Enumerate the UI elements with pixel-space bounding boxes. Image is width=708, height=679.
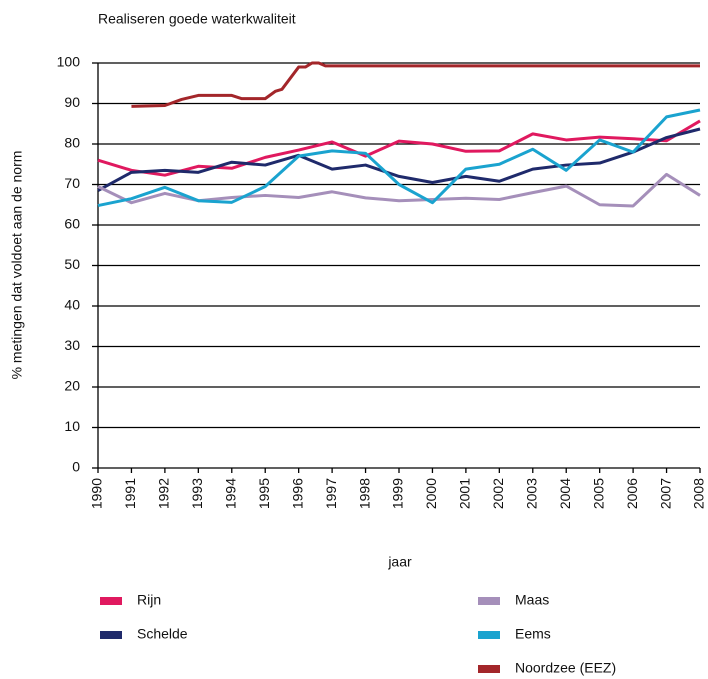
y-tick-label: 40 <box>64 297 80 313</box>
legend-label: Maas <box>515 592 549 608</box>
chart-title: Realiseren goede waterkwaliteit <box>98 11 296 27</box>
y-tick-label: 20 <box>64 378 80 394</box>
y-axis-label: % metingen dat voldoet aan de norm <box>9 151 25 380</box>
legend-swatch <box>100 597 122 605</box>
y-tick-label: 100 <box>57 54 81 70</box>
x-tick-label: 2008 <box>691 478 707 509</box>
series-line <box>97 172 701 208</box>
series-line <box>97 108 701 208</box>
series-line <box>97 119 701 177</box>
x-tick-label: 1996 <box>289 478 305 509</box>
x-tick-label: 1997 <box>323 478 339 509</box>
x-tick-label: 2001 <box>457 478 473 509</box>
legend-swatch <box>478 597 500 605</box>
x-tick-label: 2002 <box>490 478 506 509</box>
x-tick-label: 1992 <box>156 478 172 509</box>
x-tick-label: 1991 <box>122 478 138 509</box>
x-tick-label: 2005 <box>590 478 606 509</box>
y-tick-label: 70 <box>64 175 80 191</box>
series-line <box>97 127 701 192</box>
x-axis-label: jaar <box>387 554 412 570</box>
x-tick-label: 2003 <box>523 478 539 509</box>
legend-swatch <box>478 631 500 639</box>
y-tick-label: 60 <box>64 216 80 232</box>
x-tick-label: 1993 <box>189 478 205 509</box>
legend-label: Noordzee (EEZ) <box>515 660 616 676</box>
series-line <box>131 61 700 108</box>
x-tick-label: 2004 <box>557 478 573 509</box>
x-tick-label: 1995 <box>256 478 272 509</box>
y-tick-label: 10 <box>64 418 80 434</box>
y-tick-label: 0 <box>72 459 80 475</box>
y-tick-label: 50 <box>64 256 80 272</box>
x-tick-label: 2007 <box>657 478 673 509</box>
x-tick-label: 2006 <box>624 478 640 509</box>
x-tick-label: 1998 <box>356 478 372 509</box>
x-tick-label: 2000 <box>423 478 439 509</box>
y-tick-label: 30 <box>64 337 80 353</box>
legend-swatch <box>478 665 500 673</box>
y-tick-label: 90 <box>64 94 80 110</box>
x-tick-label: 1999 <box>390 478 406 509</box>
legend-label: Rijn <box>137 592 161 608</box>
x-tick-label: 1990 <box>89 478 105 509</box>
y-tick-label: 80 <box>64 135 80 151</box>
legend-swatch <box>100 631 122 639</box>
legend-label: Eems <box>515 626 551 642</box>
x-tick-label: 1994 <box>222 478 238 509</box>
legend-label: Schelde <box>137 626 188 642</box>
